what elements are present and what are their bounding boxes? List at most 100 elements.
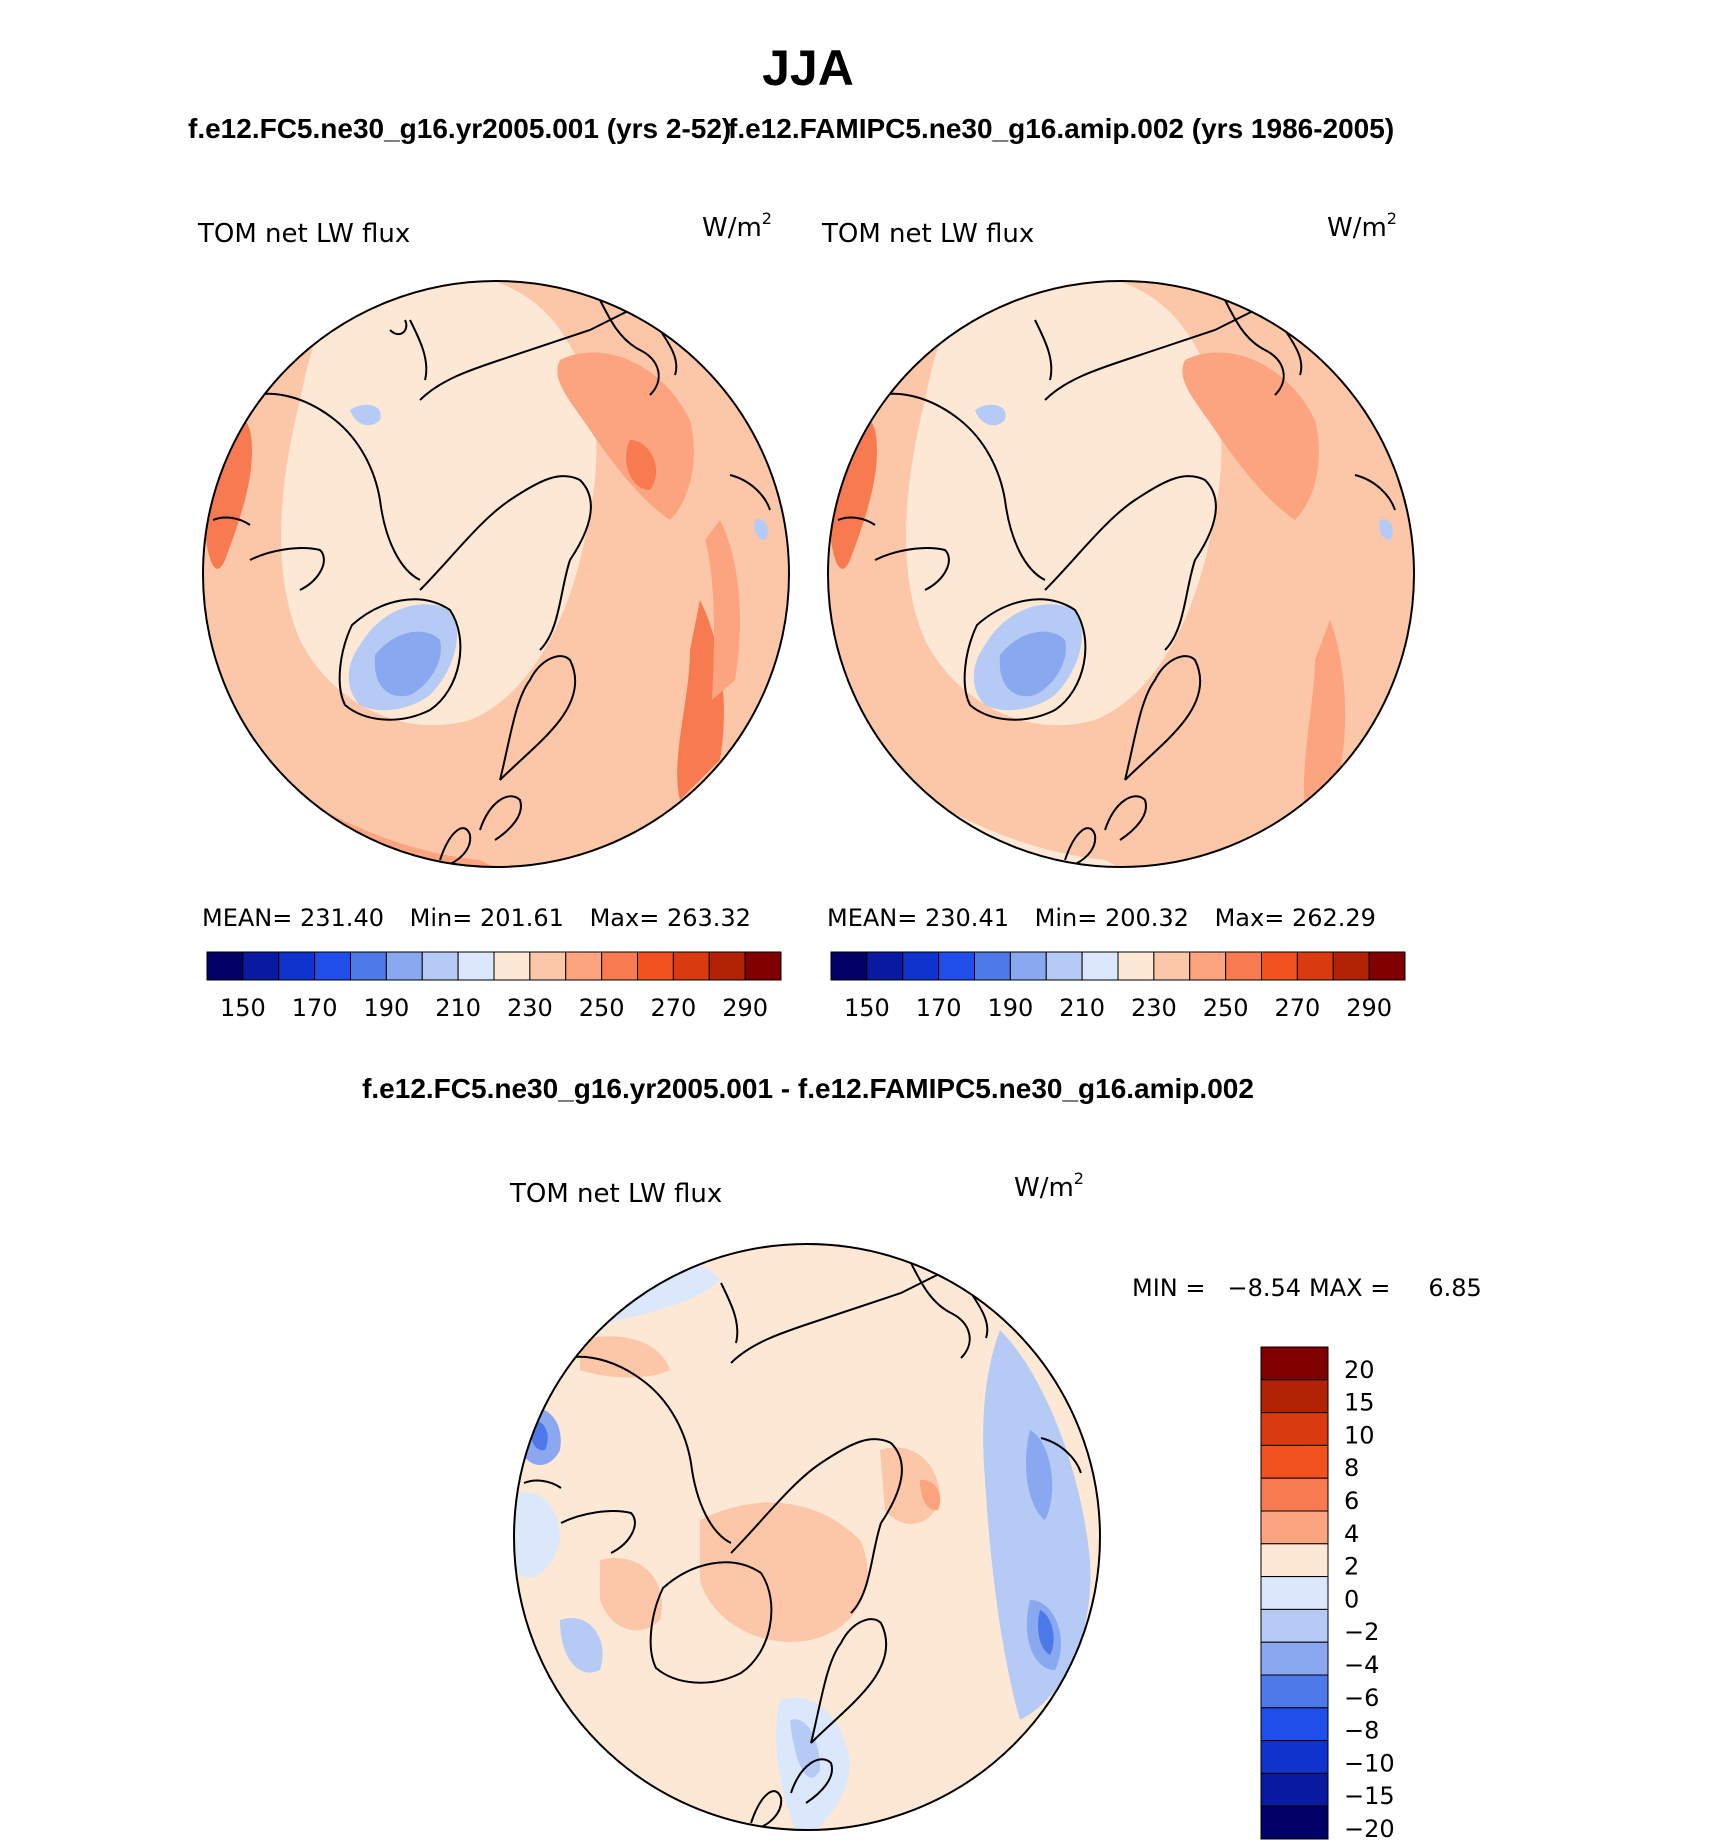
control-colorbar-label: 270 <box>1274 994 1320 1022</box>
diff-colorbar-swatch <box>1260 1412 1329 1446</box>
season-title: JJA <box>762 40 854 96</box>
control-stats: MEAN= 230.41 Min= 200.32 Max= 262.29 <box>827 904 1376 932</box>
diff-colorbar-swatch <box>1260 1740 1329 1774</box>
case-map-border <box>202 280 790 868</box>
case-colorbar-swatch <box>708 951 746 981</box>
case-stats: MEAN= 231.40 Min= 201.61 Max= 263.32 <box>202 904 751 932</box>
case-colorbar-swatch <box>314 951 351 981</box>
control-colorbar-swatch <box>1117 951 1155 981</box>
case-colorbar-swatch <box>637 951 674 981</box>
case-title: f.e12.FC5.ne30_g16.yr2005.001 (yrs 2-52) <box>188 113 731 144</box>
diff-colorbar-swatch <box>1260 1641 1329 1676</box>
control-colorbar-swatch <box>866 951 904 981</box>
diff-colorbar-swatch <box>1260 1772 1329 1807</box>
diff-colorbar-swatch <box>1260 1379 1329 1414</box>
diff-colorbar-swatch <box>1260 1477 1329 1512</box>
control-colorbar-swatch <box>1009 951 1047 981</box>
case-colorbar-label: 150 <box>220 994 266 1022</box>
case-colorbar-label: 230 <box>507 994 553 1022</box>
diff-colorbar-swatch <box>1260 1543 1329 1578</box>
diff-colorbar-swatch <box>1260 1608 1329 1643</box>
control-colorbar-swatch <box>1081 951 1119 981</box>
control-colorbar-swatch <box>1153 951 1191 981</box>
control-colorbar-label: 230 <box>1131 994 1177 1022</box>
control-colorbar-swatch <box>1189 951 1227 981</box>
control-colorbar-label: 150 <box>844 994 890 1022</box>
case-arctic-zone <box>281 281 597 726</box>
control-colorbar-swatch <box>974 951 1011 981</box>
control-colorbar-swatch <box>1332 951 1370 981</box>
diff-colorbar-swatch <box>1260 1805 1329 1840</box>
diff-colorbar-label: −4 <box>1344 1651 1379 1679</box>
case-colorbar-swatch <box>672 951 710 981</box>
control-colorbar-swatch <box>1261 951 1298 981</box>
diff-colorbar-label: −6 <box>1344 1684 1379 1712</box>
control-map <box>828 281 1414 867</box>
case-colorbar-swatch <box>529 951 567 981</box>
control-units: W/m2 <box>1327 209 1397 243</box>
case-colorbar-label: 190 <box>363 994 409 1022</box>
control-title: f.e12.FAMIPC5.ne30_g16.amip.002 (yrs 198… <box>728 113 1394 144</box>
diff-colorbar-label: 20 <box>1344 1356 1375 1384</box>
control-coastlines <box>837 299 1396 867</box>
diff-cool-region <box>983 1330 1091 1720</box>
diff-min-max: MIN = −8.54 MAX = 6.85 <box>1132 1274 1482 1302</box>
case-colorbar-swatch <box>242 951 280 981</box>
case-colorbar-label: 210 <box>435 994 481 1022</box>
diff-colorbar-label: 8 <box>1344 1454 1359 1482</box>
diff-colorbar-swatch <box>1260 1444 1329 1479</box>
case-colorbar-swatch <box>744 951 782 981</box>
diff-colorbar-label: −20 <box>1344 1815 1395 1840</box>
control-colorbar-swatch <box>938 951 975 981</box>
diff-units: W/m2 <box>1014 1169 1084 1203</box>
case-panel: TOM net LW flux W/m2 <box>197 209 790 1022</box>
diff-colorbar-swatch <box>1260 1510 1329 1545</box>
control-colorbar-swatch <box>1368 951 1406 981</box>
case-colorbar-swatch <box>601 951 638 981</box>
diff-colorbar-label: 10 <box>1344 1421 1375 1449</box>
control-panel: TOM net LW flux W/m2 <box>821 209 1415 1022</box>
case-colorbar-swatch <box>565 951 603 981</box>
diff-colorbar-swatch <box>1260 1707 1329 1742</box>
diff-colorbar-label: 0 <box>1344 1585 1359 1613</box>
diff-panel: TOM net LW flux W/m2 <box>509 1169 1482 1840</box>
diff-colorbar-label: 2 <box>1344 1553 1359 1581</box>
control-colorbar-swatch <box>902 951 940 981</box>
diff-colorbar-label: 15 <box>1344 1389 1375 1417</box>
case-colorbar-label: 250 <box>579 994 625 1022</box>
diff-colorbar-label: −2 <box>1344 1618 1379 1646</box>
control-colorbar: 150 170 190 210 230 250 270 290 <box>830 951 1406 1022</box>
case-colorbar-label: 290 <box>722 994 768 1022</box>
control-colorbar-label: 290 <box>1346 994 1392 1022</box>
case-map <box>203 281 789 867</box>
control-map-border <box>827 280 1415 868</box>
case-colorbar-swatch <box>278 951 316 981</box>
case-colorbar: 150 170 190 210 230 250 270 290 <box>206 951 782 1022</box>
case-colorbar-swatch <box>457 951 495 981</box>
case-colorbar-swatch <box>350 951 387 981</box>
diff-colorbar-swatch <box>1260 1346 1329 1381</box>
diff-coastlines <box>523 1262 1082 1830</box>
control-variable-label: TOM net LW flux <box>821 219 1034 249</box>
diff-colorbar-label: −8 <box>1344 1717 1379 1745</box>
diff-colorbar-label: 4 <box>1344 1520 1359 1548</box>
control-arctic-zone <box>906 281 1222 726</box>
case-variable-label: TOM net LW flux <box>197 219 410 249</box>
control-colorbar-swatch <box>830 951 868 981</box>
case-colorbar-swatch <box>421 951 459 981</box>
diff-colorbar-label: −10 <box>1344 1749 1395 1777</box>
control-colorbar-swatch <box>1296 951 1334 981</box>
control-colorbar-label: 190 <box>987 994 1033 1022</box>
case-units: W/m2 <box>702 209 772 243</box>
case-colorbar-swatch <box>493 951 531 981</box>
control-colorbar-swatch <box>1045 951 1083 981</box>
diff-variable-label: TOM net LW flux <box>509 1179 722 1209</box>
diff-colorbar-swatch <box>1260 1674 1329 1709</box>
case-colorbar-label: 270 <box>650 994 696 1022</box>
diff-colorbar-label: −15 <box>1344 1782 1395 1810</box>
case-colorbar-label: 170 <box>292 994 338 1022</box>
control-colorbar-label: 210 <box>1059 994 1105 1022</box>
control-colorbar-label: 250 <box>1203 994 1249 1022</box>
